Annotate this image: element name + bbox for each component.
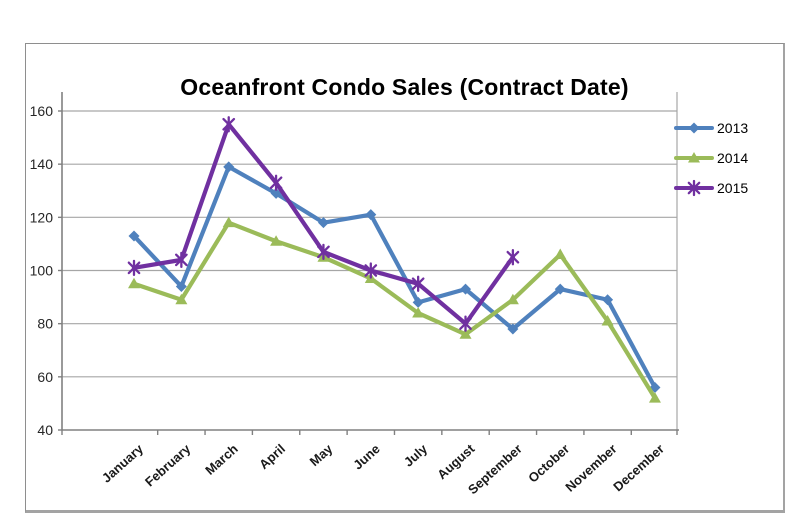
marker-2014-October (554, 248, 567, 260)
marker-2013-June (365, 209, 377, 221)
series-line-2014 (131, 220, 658, 401)
y-axis-label: 160 (30, 103, 54, 119)
marker-2014-February (175, 293, 188, 305)
x-axis-label: October (525, 441, 572, 485)
marker-2013-July (412, 296, 424, 308)
y-axis-label: 140 (30, 156, 54, 172)
marker-2013-August (460, 283, 472, 295)
x-axis-label: December (610, 441, 667, 494)
marker-2013-April (270, 187, 282, 199)
y-axis-label: 80 (37, 316, 53, 332)
legend-label-2013: 2013 (717, 120, 748, 136)
y-axis-label: 40 (37, 422, 53, 438)
x-axis-label: April (256, 441, 288, 472)
x-axis-label: November (562, 441, 619, 495)
marker-2014-September (506, 293, 519, 305)
marker-2014-April (270, 235, 283, 246)
marker-2013-November (602, 294, 614, 306)
legend-marker-2014 (688, 152, 700, 163)
x-axis-label: June (350, 441, 383, 472)
marker-2013-March (223, 161, 235, 173)
y-axis-label: 100 (30, 263, 54, 279)
x-axis-label: August (434, 441, 478, 483)
y-axis-label: 60 (37, 369, 53, 385)
marker-2014-March (222, 216, 235, 228)
x-axis-label: February (142, 441, 194, 490)
series-line-2013 (131, 164, 658, 390)
x-axis-label: July (401, 441, 431, 470)
y-axis-label: 120 (30, 209, 54, 225)
marker-2014-January (128, 277, 140, 289)
marker-2013-October (554, 283, 566, 295)
legend-label-2014: 2014 (717, 150, 748, 166)
x-axis-label: May (307, 441, 336, 470)
legend-label-2015: 2015 (717, 180, 748, 196)
marker-2013-May (317, 217, 329, 229)
marker-2013-February (175, 280, 187, 292)
marker-2014-July (412, 307, 425, 318)
marker-2014-November (601, 315, 614, 326)
marker-2013-September (507, 323, 519, 335)
marker-2013-January (128, 230, 140, 242)
marker-2014-August (459, 328, 472, 339)
x-axis-label: March (202, 441, 241, 478)
marker-2014-December (648, 392, 661, 403)
x-axis-label: January (99, 441, 147, 486)
legend-marker-2013 (688, 122, 700, 134)
chart-title: Oceanfront Condo Sales (Contract Date) (180, 74, 629, 100)
